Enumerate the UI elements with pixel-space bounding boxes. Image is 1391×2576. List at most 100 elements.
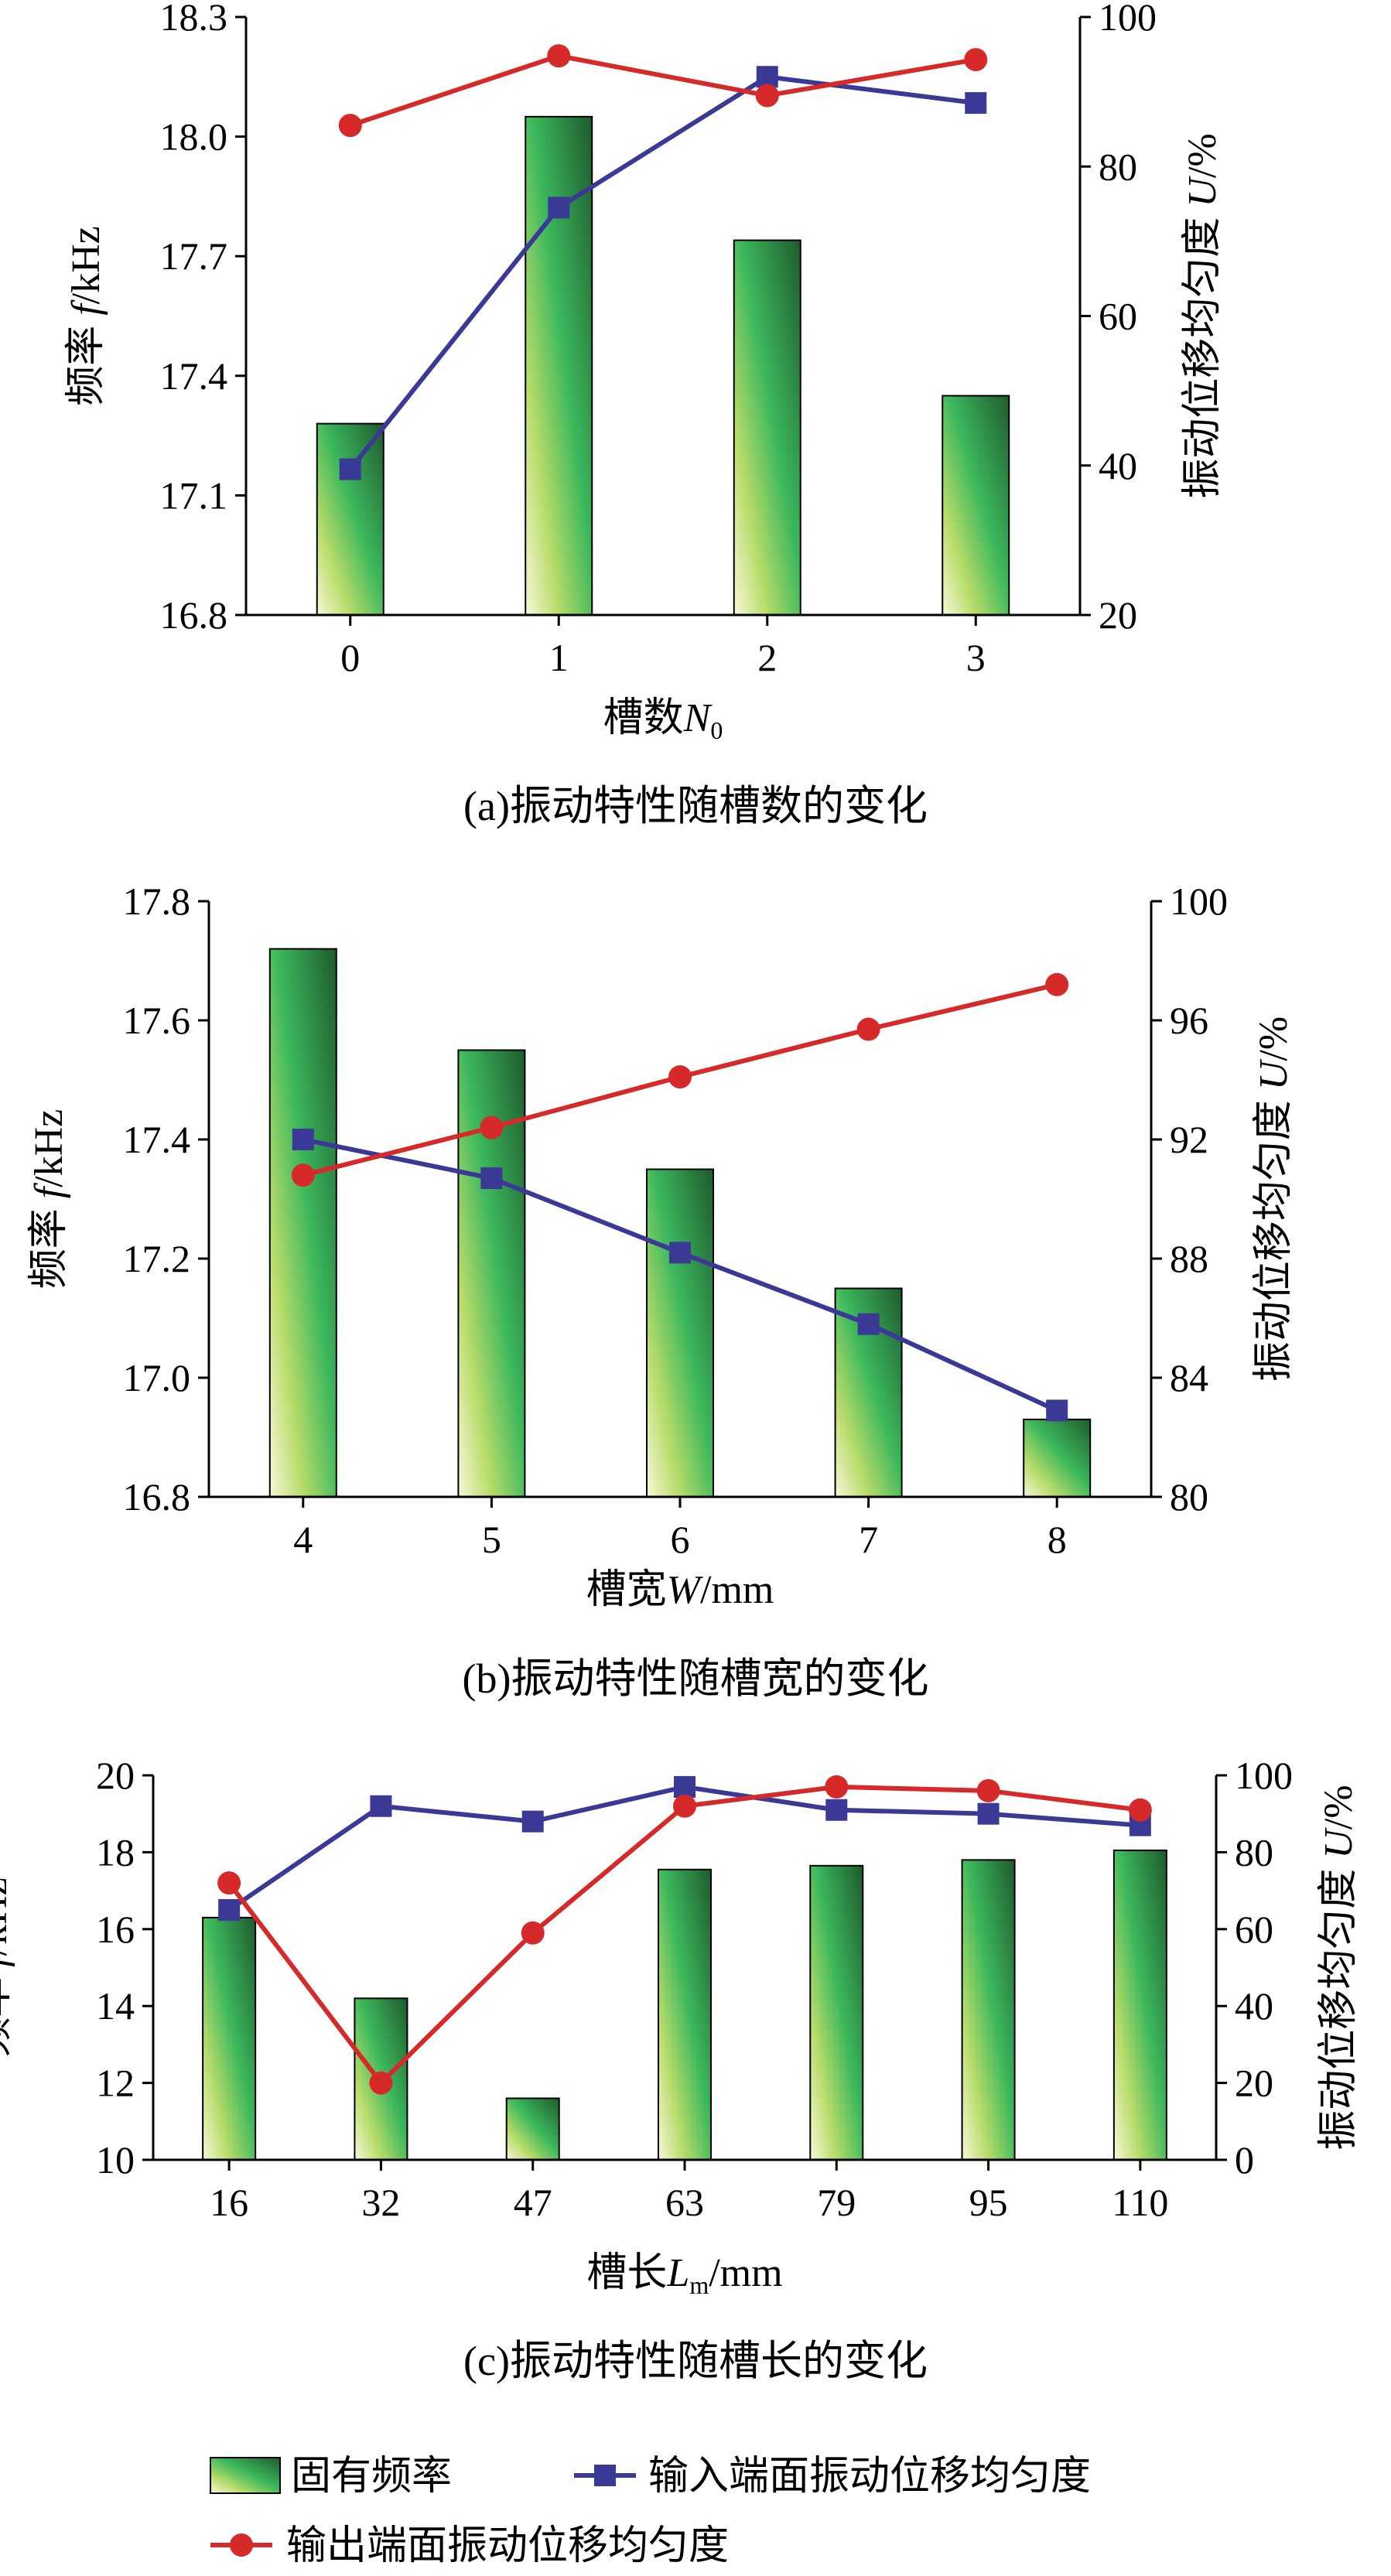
x-axis-title: 槽数N0 xyxy=(603,696,723,744)
chart-caption: (a)振动特性随槽数的变化 xyxy=(463,783,928,829)
legend-item-bar: 固有频率 xyxy=(210,2455,452,2499)
left-tick-label: 17.4 xyxy=(160,354,228,398)
output-point-110 xyxy=(1128,1798,1152,1822)
x-tick-label: 2 xyxy=(757,636,777,679)
left-tick-label: 18 xyxy=(96,1830,135,1874)
legend-item-input: 输入端面振动位移均匀度 xyxy=(574,2455,1091,2499)
input-point-5 xyxy=(480,1167,503,1190)
chart-caption: (b)振动特性随槽宽的变化 xyxy=(463,1655,929,1702)
output-point-79 xyxy=(825,1775,849,1799)
right-tick-label: 100 xyxy=(1099,0,1157,39)
x-tick-label: 0 xyxy=(340,636,360,679)
right-tick-label: 40 xyxy=(1099,444,1137,487)
output-point-1 xyxy=(547,44,571,68)
left-tick-label: 18.3 xyxy=(160,0,228,39)
bar-2 xyxy=(733,239,801,616)
left-tick-label: 16.8 xyxy=(160,593,228,637)
left-tick-label: 17.1 xyxy=(160,473,228,517)
legend-item-output: 输出端面振动位移均匀度 xyxy=(210,2524,729,2568)
right-tick-label: 60 xyxy=(1235,1908,1273,1951)
output-point-16 xyxy=(217,1871,241,1895)
right-tick-label: 0 xyxy=(1235,2138,1254,2181)
left-tick-label: 17.4 xyxy=(123,1118,191,1161)
left-tick-label: 16 xyxy=(96,1908,135,1951)
input-point-7 xyxy=(857,1313,880,1335)
x-tick-label: 7 xyxy=(859,1518,878,1561)
left-tick-label: 17.2 xyxy=(123,1237,191,1280)
left-tick-label: 17.6 xyxy=(123,999,191,1042)
chart-2: 16.8 17.0 17.2 17.4 17.6 17.8 80 84 88 92 96 100 4 5 6… xyxy=(27,880,1296,1702)
right-tick-label: 96 xyxy=(1170,999,1208,1042)
left-axis-title: 频率 f/kHz xyxy=(0,1877,15,2058)
left-tick-label: 16.8 xyxy=(123,1475,191,1519)
output-point-63 xyxy=(673,1794,696,1818)
right-tick-label: 88 xyxy=(1170,1237,1208,1280)
right-tick-label: 20 xyxy=(1235,2062,1273,2105)
legend-label-output: 输出端面振动位移均匀度 xyxy=(286,2524,729,2568)
output-point-95 xyxy=(976,1778,1000,1802)
right-tick-label: 100 xyxy=(1235,1754,1293,1797)
left-tick-label: 18.0 xyxy=(160,115,228,159)
bar-6 xyxy=(646,1168,714,1498)
right-tick-label: 60 xyxy=(1099,295,1137,338)
x-tick-label: 6 xyxy=(671,1518,690,1561)
input-point-0 xyxy=(339,458,361,480)
x-axis-title: 槽宽W/mm xyxy=(586,1568,774,1612)
x-tick-label: 95 xyxy=(969,2181,1008,2224)
input-point-63 xyxy=(674,1775,696,1798)
output-point-4 xyxy=(291,1163,315,1187)
left-tick-label: 20 xyxy=(96,1754,135,1797)
output-point-32 xyxy=(369,2071,393,2095)
legend-output-marker xyxy=(230,2533,253,2557)
input-point-47 xyxy=(521,1810,544,1833)
bar-79 xyxy=(809,1864,864,2161)
left-tick-label: 17.7 xyxy=(160,234,228,278)
bar-3 xyxy=(942,395,1010,616)
legend-bar-swatch xyxy=(210,2457,281,2494)
legend-input-marker xyxy=(594,2465,616,2486)
x-tick-label: 5 xyxy=(482,1518,501,1561)
x-tick-label: 3 xyxy=(966,636,986,679)
x-tick-label: 32 xyxy=(361,2181,400,2224)
x-tick-label: 79 xyxy=(817,2181,856,2224)
input-point-1 xyxy=(548,196,570,219)
left-tick-label: 17.0 xyxy=(123,1356,191,1399)
input-point-95 xyxy=(977,1802,1000,1825)
output-point-47 xyxy=(521,1921,545,1945)
left-tick-label: 10 xyxy=(96,2138,135,2181)
x-axis-title: 槽长Lm/mm xyxy=(586,2251,782,2299)
bar-4 xyxy=(268,948,337,1498)
left-axis-title: 频率 f/kHz xyxy=(64,226,108,406)
right-tick-label: 100 xyxy=(1170,880,1228,923)
bar-95 xyxy=(961,1859,1016,2161)
right-tick-label: 80 xyxy=(1170,1475,1208,1519)
input-series-line xyxy=(348,74,976,471)
x-tick-label: 47 xyxy=(514,2181,552,2224)
output-point-3 xyxy=(964,48,988,72)
right-axis-title: 振动位移均匀度 U/% xyxy=(1317,1785,1361,2150)
right-axis-title: 振动位移均匀度 U/% xyxy=(1181,133,1225,498)
bar-63 xyxy=(658,1868,712,2161)
left-tick-label: 14 xyxy=(96,1984,135,2028)
output-point-5 xyxy=(480,1115,504,1139)
output-point-6 xyxy=(668,1065,692,1089)
right-tick-label: 80 xyxy=(1235,1830,1273,1874)
bar-0 xyxy=(316,422,384,617)
x-tick-label: 63 xyxy=(665,2181,704,2224)
chart-caption: (c)振动特性随槽长的变化 xyxy=(463,2338,928,2384)
x-tick-label: 8 xyxy=(1048,1518,1067,1561)
x-tick-label: 1 xyxy=(549,636,569,679)
bar-110 xyxy=(1112,1849,1167,2161)
input-point-32 xyxy=(370,1795,392,1817)
legend-label-bar: 固有频率 xyxy=(291,2455,452,2499)
right-tick-label: 80 xyxy=(1099,145,1137,188)
right-tick-label: 92 xyxy=(1170,1118,1208,1161)
left-tick-label: 12 xyxy=(96,2062,135,2105)
output-series-line xyxy=(349,53,976,128)
bar-16 xyxy=(202,1916,257,2161)
left-axis-title: 频率 f/kHz xyxy=(27,1109,71,1290)
input-point-6 xyxy=(669,1242,691,1264)
bar-47 xyxy=(505,2097,560,2161)
